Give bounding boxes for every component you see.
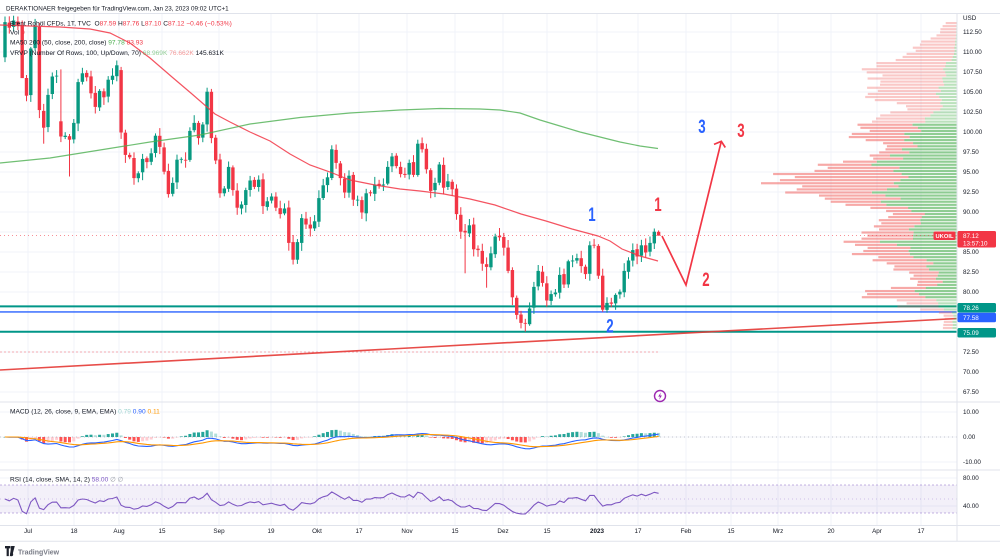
svg-text:67.50: 67.50 xyxy=(963,389,979,396)
svg-text:Feb: Feb xyxy=(681,528,692,535)
svg-text:95.00: 95.00 xyxy=(963,169,979,176)
svg-text:92.50: 92.50 xyxy=(963,189,979,196)
svg-text:1: 1 xyxy=(654,195,661,216)
svg-text:19: 19 xyxy=(267,528,275,535)
svg-text:RSI (14, close, SMA, 14, 2) 58: RSI (14, close, SMA, 14, 2) 58.00 ∅ ∅ xyxy=(10,476,124,483)
svg-text:MACD (12, 26, close, 9, EMA, E: MACD (12, 26, close, 9, EMA, EMA) 0.79 0… xyxy=(10,409,160,416)
svg-text:100.00: 100.00 xyxy=(963,129,983,136)
svg-text:40.00: 40.00 xyxy=(963,503,979,510)
svg-text:17: 17 xyxy=(355,528,363,535)
svg-text:-10.00: -10.00 xyxy=(963,459,981,466)
svg-text:Dez: Dez xyxy=(497,528,508,535)
svg-text:13:57:10: 13:57:10 xyxy=(963,241,988,248)
svg-text:2: 2 xyxy=(702,270,709,291)
svg-text:Apr: Apr xyxy=(872,528,882,535)
svg-text:87.12: 87.12 xyxy=(963,233,979,240)
svg-text:Sep: Sep xyxy=(213,528,225,535)
svg-text:UKOIL: UKOIL xyxy=(935,234,953,240)
svg-text:107.50: 107.50 xyxy=(963,69,983,76)
svg-text:3: 3 xyxy=(737,121,744,142)
svg-text:77.58: 77.58 xyxy=(963,315,979,322)
svg-text:85.00: 85.00 xyxy=(963,249,979,256)
svg-text:97.50: 97.50 xyxy=(963,149,979,156)
svg-text:MA50 200 (50, close, 200, clos: MA50 200 (50, close, 200, close) 97.78 8… xyxy=(10,40,143,47)
svg-text:2023: 2023 xyxy=(590,528,605,535)
svg-text:112.50: 112.50 xyxy=(963,29,982,36)
svg-text:DERAKTIONAER freigegeben für T: DERAKTIONAER freigegeben für TradingView… xyxy=(6,6,229,13)
svg-text:USD: USD xyxy=(963,15,977,22)
svg-text:110.00: 110.00 xyxy=(963,49,982,56)
svg-text:15: 15 xyxy=(158,528,166,535)
svg-text:70.00: 70.00 xyxy=(963,369,979,376)
svg-text:78.26: 78.26 xyxy=(963,305,979,312)
svg-text:Mrz: Mrz xyxy=(773,528,784,535)
svg-text:Jul: Jul xyxy=(24,528,32,535)
svg-text:Nov: Nov xyxy=(401,528,413,535)
svg-text:1: 1 xyxy=(588,205,595,226)
svg-text:72.50: 72.50 xyxy=(963,349,979,356)
svg-text:10.00: 10.00 xyxy=(963,409,979,416)
svg-text:75.09: 75.09 xyxy=(963,330,979,337)
svg-text:20: 20 xyxy=(827,528,835,535)
svg-text:Vol 0: Vol 0 xyxy=(10,30,25,37)
svg-text:17: 17 xyxy=(634,528,642,535)
svg-text:90.00: 90.00 xyxy=(963,209,979,216)
svg-text:17: 17 xyxy=(917,528,925,535)
svg-text:15: 15 xyxy=(543,528,551,535)
svg-text:82.50: 82.50 xyxy=(963,269,979,276)
svg-text:3: 3 xyxy=(698,117,705,138)
svg-text:Aug: Aug xyxy=(113,528,125,535)
svg-text:TradingView: TradingView xyxy=(18,550,60,557)
svg-text:VRVP (Number Of Rows, 100, Up/: VRVP (Number Of Rows, 100, Up/Down, 70) … xyxy=(10,50,224,57)
svg-text:18: 18 xyxy=(70,528,78,535)
svg-text:15: 15 xyxy=(451,528,459,535)
svg-text:0.00: 0.00 xyxy=(963,434,976,441)
svg-text:80.00: 80.00 xyxy=(963,475,979,482)
svg-text:Okt: Okt xyxy=(312,528,322,535)
svg-text:15: 15 xyxy=(727,528,735,535)
svg-text:105.00: 105.00 xyxy=(963,89,983,96)
svg-text:2: 2 xyxy=(606,316,613,337)
svg-text:102.50: 102.50 xyxy=(963,109,983,116)
svg-text:80.00: 80.00 xyxy=(963,289,979,296)
svg-text:Brent Rohöl CFDs, 1T, TVC O87: Brent Rohöl CFDs, 1T, TVC O87.59 H87.76 … xyxy=(10,20,232,27)
